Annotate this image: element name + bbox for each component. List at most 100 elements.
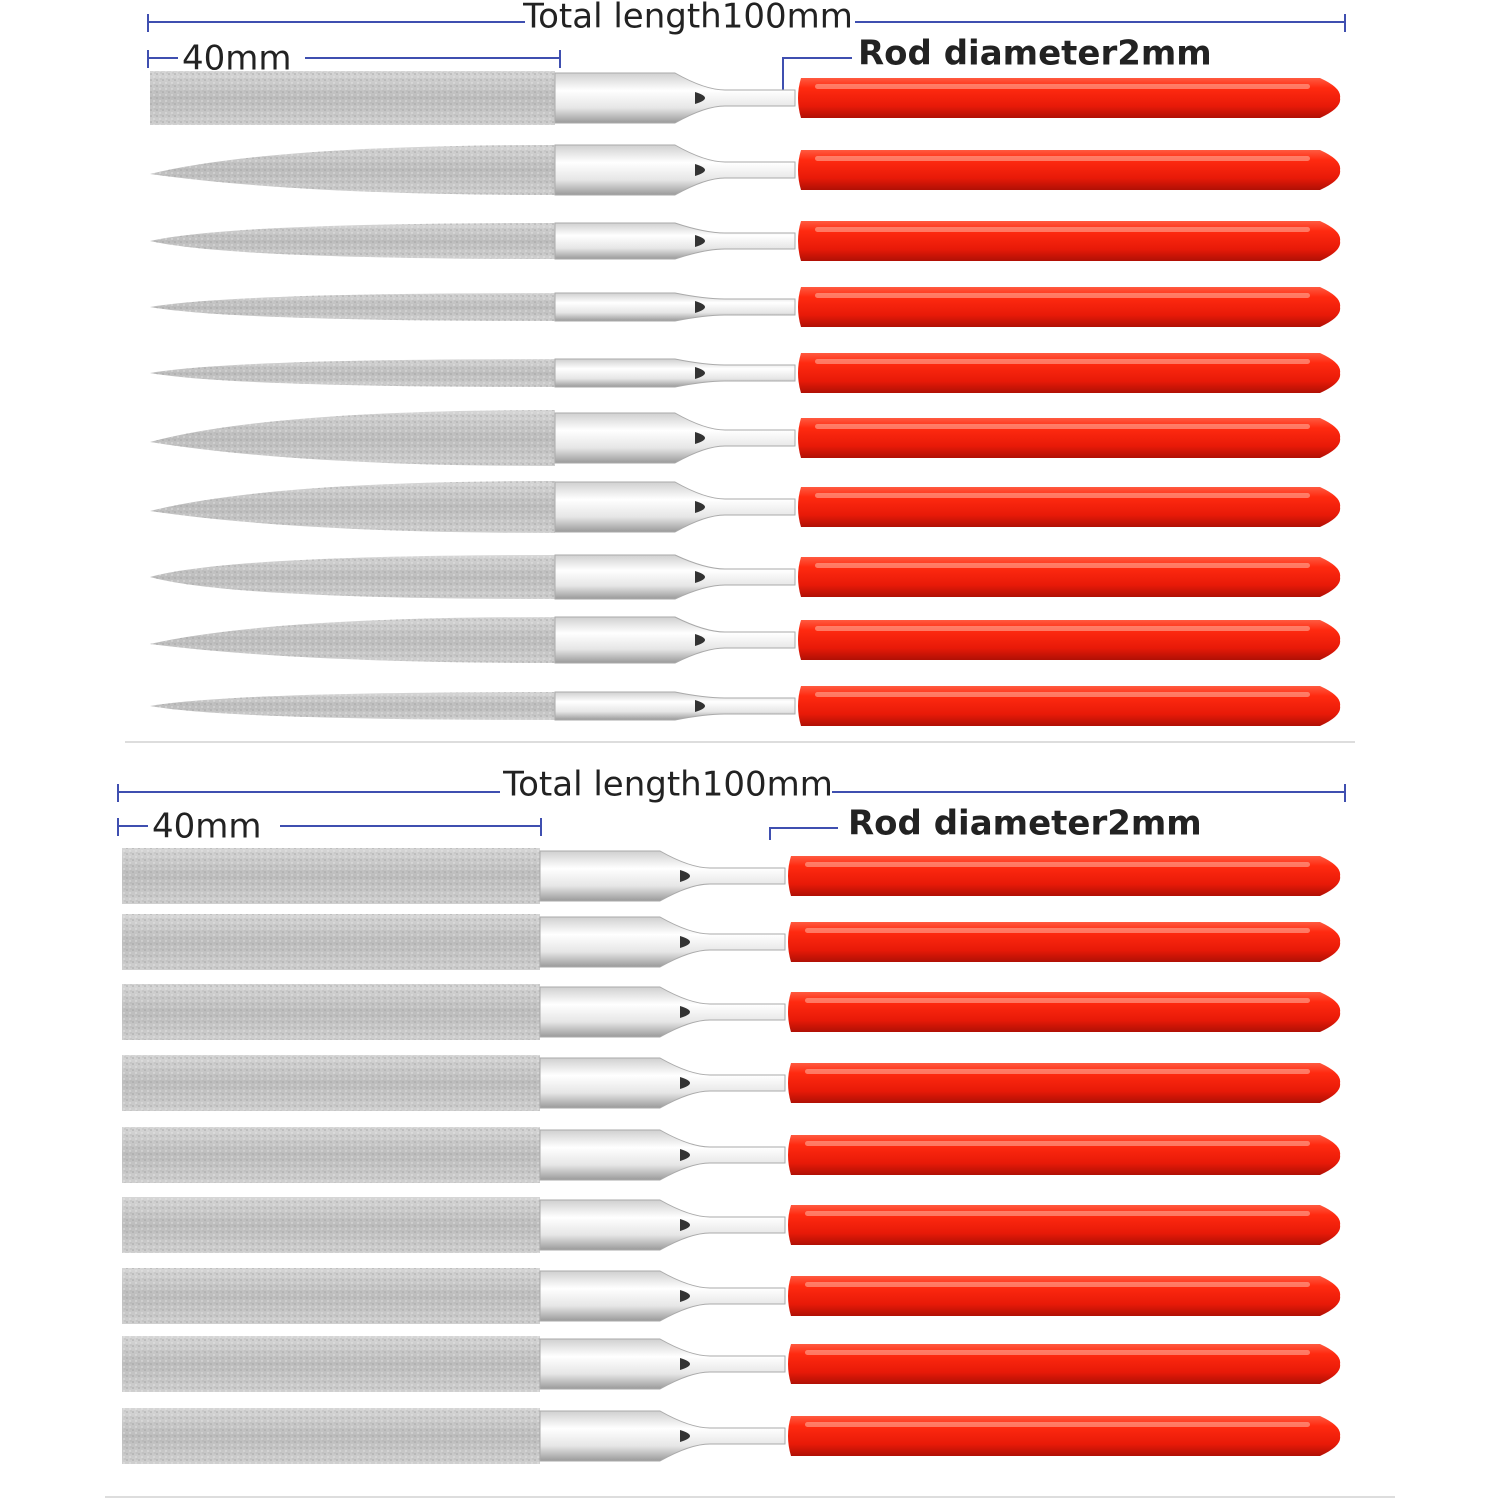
neck-shadow [695, 92, 705, 104]
neck-shadow [695, 164, 705, 176]
needle-file [122, 1336, 1341, 1392]
neck-shadow [680, 1430, 690, 1442]
total-length-line [147, 14, 1346, 32]
needle-file [150, 71, 1341, 125]
blade-grain [150, 359, 555, 387]
handle-highlight [815, 626, 1310, 631]
blade-length-line [147, 50, 561, 68]
neck-shadow [695, 700, 705, 712]
bottom-dimensions: Total length100mm 40mm Rod diameter2mm [117, 765, 1346, 847]
files [122, 71, 1341, 1464]
needle-file [150, 144, 1341, 196]
neck [539, 1057, 786, 1109]
rod-diameter-line [769, 827, 838, 840]
total-length-label: Total length100mm [502, 765, 833, 805]
neck-shadow [695, 235, 705, 247]
rod-diameter-label: Rod diameter2mm [848, 804, 1202, 844]
neck [554, 616, 796, 664]
handle-highlight [815, 493, 1310, 498]
handle-highlight [815, 692, 1310, 697]
handle-highlight [805, 862, 1310, 867]
neck-shadow [695, 367, 705, 379]
blade-grain [122, 984, 540, 1040]
neck [554, 222, 796, 260]
neck [539, 1270, 786, 1322]
blade-grain [150, 71, 555, 125]
needle-file [122, 1197, 1341, 1253]
handle-highlight [805, 998, 1310, 1003]
blade-grain [150, 692, 555, 720]
needle-file [122, 984, 1341, 1040]
total-length-line [117, 784, 1346, 802]
handle-highlight [815, 156, 1310, 161]
needle-file [122, 1127, 1341, 1183]
top-dimensions: Total length100mm 40mm Rod diameter2mm [147, 0, 1346, 96]
blade-grain [150, 555, 555, 599]
neck [554, 412, 796, 464]
handle-highlight [805, 1422, 1310, 1427]
handle-highlight [805, 1211, 1310, 1216]
blade-grain [122, 914, 540, 970]
neck [554, 358, 796, 388]
neck [539, 1338, 786, 1390]
handle-highlight [805, 1282, 1310, 1287]
blade-grain [150, 223, 555, 259]
blade-grain [122, 1408, 540, 1464]
blade-grain [150, 617, 555, 663]
handle-highlight [805, 928, 1310, 933]
neck [539, 1129, 786, 1181]
blade-grain [150, 410, 555, 466]
needle-file [122, 914, 1341, 970]
neck [554, 691, 796, 721]
neck-shadow [680, 936, 690, 948]
neck-shadow [695, 501, 705, 513]
neck-shadow [680, 1219, 690, 1231]
blade-grain [122, 1336, 540, 1392]
handle-highlight [815, 227, 1310, 232]
blade-grain [122, 1268, 540, 1324]
needle-file [150, 410, 1341, 466]
neck [554, 72, 796, 124]
blade-length-label: 40mm [152, 807, 262, 847]
neck [554, 292, 796, 322]
neck [554, 481, 796, 533]
neck-shadow [695, 301, 705, 313]
neck-shadow [680, 1149, 690, 1161]
neck-shadow [680, 1077, 690, 1089]
needle-file [122, 1055, 1341, 1111]
rod-diameter-line [782, 57, 852, 96]
blade-grain [150, 145, 555, 195]
neck [554, 554, 796, 600]
blade-grain [150, 481, 555, 533]
handle-highlight [815, 424, 1310, 429]
neck-shadow [680, 1290, 690, 1302]
neck [539, 986, 786, 1038]
needle-file [150, 221, 1341, 261]
neck [539, 850, 786, 902]
blade-grain [150, 293, 555, 321]
blade-grain [122, 848, 540, 904]
handle-highlight [815, 563, 1310, 568]
blade-length-line [117, 818, 542, 836]
neck-shadow [695, 432, 705, 444]
neck-shadow [695, 571, 705, 583]
neck [539, 1199, 786, 1251]
handle-highlight [805, 1350, 1310, 1355]
neck-shadow [680, 1358, 690, 1370]
total-length-label: Total length100mm [522, 0, 853, 37]
handle-highlight [815, 84, 1310, 89]
needle-file [150, 481, 1341, 533]
handle-highlight [805, 1141, 1310, 1146]
rod-diameter-label: Rod diameter2mm [858, 34, 1212, 74]
handle-highlight [815, 293, 1310, 298]
handle-highlight [805, 1069, 1310, 1074]
blade-grain [122, 1127, 540, 1183]
needle-file [150, 616, 1341, 664]
handle-highlight [815, 359, 1310, 364]
neck [554, 144, 796, 196]
needle-file [122, 1268, 1341, 1324]
needle-file [150, 686, 1341, 726]
needle-file [150, 554, 1341, 600]
neck-shadow [680, 870, 690, 882]
